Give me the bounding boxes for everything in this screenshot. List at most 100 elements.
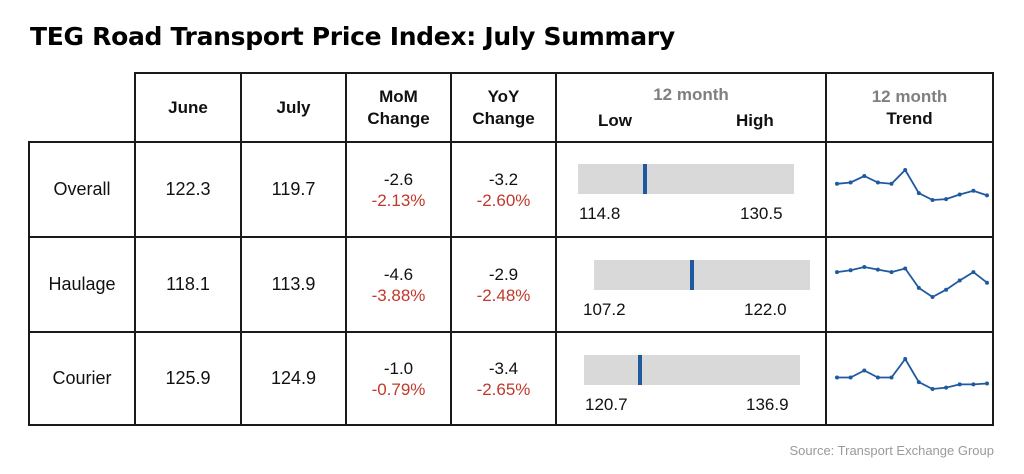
mom-pct: -0.79% xyxy=(371,379,426,399)
sparkline-point xyxy=(835,375,839,380)
sparkline-point xyxy=(875,180,880,185)
sparkline-point xyxy=(875,375,880,380)
sparkline-point xyxy=(957,382,962,387)
range-high-value: 130.5 xyxy=(740,204,783,223)
header-range-top: 12 month xyxy=(653,85,729,104)
range-low-value: 114.8 xyxy=(579,204,621,223)
divider xyxy=(992,72,994,426)
divider xyxy=(345,72,347,426)
sparkline-path xyxy=(837,357,988,390)
header-trend-bottom: Trend xyxy=(886,108,933,128)
header-mom-line1: MoM xyxy=(379,86,418,106)
sparkline-point xyxy=(862,265,867,269)
sparkline-point xyxy=(944,197,949,202)
mom-abs: -1.0 xyxy=(383,358,414,378)
june-value: 118.1 xyxy=(166,274,210,294)
header-mom-line2: Change xyxy=(367,108,430,128)
sparkline-point xyxy=(985,381,989,386)
july-value: 113.9 xyxy=(271,274,316,294)
divider xyxy=(825,72,827,426)
sparkline-point xyxy=(848,180,853,185)
row-label-courier: Courier xyxy=(52,368,112,388)
sparkline-point xyxy=(903,357,908,361)
sparkline-point xyxy=(957,192,962,197)
sparkline-point xyxy=(848,268,853,273)
range-marker xyxy=(638,355,642,385)
summary-table: June July MoM Change YoY Change 12 month… xyxy=(28,72,994,426)
sparkline-point xyxy=(889,375,894,380)
sparkline-point xyxy=(848,375,853,380)
yoy-pct: -2.65% xyxy=(476,379,531,399)
sparkline-point xyxy=(916,285,921,290)
yoy-abs: -3.2 xyxy=(488,169,519,189)
page-title: TEG Road Transport Price Index: July Sum… xyxy=(30,22,675,51)
sparkline-point xyxy=(903,168,908,172)
divider xyxy=(28,141,30,426)
sparkline-point xyxy=(930,295,935,299)
header-yoy: YoY Change xyxy=(452,74,555,141)
divider xyxy=(450,72,452,426)
range-marker xyxy=(689,260,694,290)
sparkline-point xyxy=(971,382,976,387)
sparkline-point xyxy=(971,188,976,193)
mom-pct: -3.88% xyxy=(371,285,426,305)
range-low-value: 107.2 xyxy=(583,300,626,319)
mom-abs: -4.6 xyxy=(383,264,414,284)
mom-change: -2.6 -2.13% xyxy=(347,143,450,236)
header-range-low: Low xyxy=(598,111,632,130)
divider xyxy=(134,72,136,426)
mom-change: -4.6 -3.88% xyxy=(347,238,450,331)
june-value: 122.3 xyxy=(165,179,211,199)
divider xyxy=(134,72,994,74)
june-value: 125.9 xyxy=(165,368,211,388)
sparkline-point xyxy=(916,380,921,385)
sparkline-point xyxy=(957,278,962,283)
header-yoy-line2: Change xyxy=(472,108,535,128)
mom-abs: -2.6 xyxy=(383,169,414,189)
range-bar xyxy=(594,260,810,290)
sparkline-point xyxy=(889,181,894,186)
mom-change: -1.0 -0.79% xyxy=(347,333,450,424)
sparkline-point xyxy=(862,174,867,178)
yoy-change: -2.9 -2.48% xyxy=(452,238,555,331)
sparkline-point xyxy=(889,270,894,275)
mom-pct: -2.13% xyxy=(371,190,426,210)
yoy-pct: -2.48% xyxy=(476,285,531,305)
header-june: June xyxy=(168,97,208,117)
sparkline-point xyxy=(944,385,949,390)
trend-sparkline xyxy=(835,357,989,391)
header-july: July xyxy=(276,97,311,117)
sparkline-point xyxy=(930,198,935,202)
trend-sparkline xyxy=(835,168,989,202)
sparkline-point xyxy=(971,270,976,275)
range-high-value: 136.9 xyxy=(746,395,789,414)
sparkline-path xyxy=(836,168,988,201)
yoy-change: -3.2 -2.60% xyxy=(452,143,555,236)
header-yoy-line1: YoY xyxy=(487,86,520,106)
divider xyxy=(28,236,994,238)
sparkline-point xyxy=(903,266,908,271)
divider xyxy=(28,424,994,426)
header-range: 12 month xyxy=(557,84,825,106)
sparkline-point xyxy=(835,270,839,275)
sparkline-path xyxy=(836,266,988,299)
sparkline-point xyxy=(985,280,989,285)
sparkline-point xyxy=(835,181,839,186)
sparkline-point xyxy=(985,193,989,198)
yoy-change: -3.4 -2.65% xyxy=(452,333,555,424)
yoy-abs: -2.9 xyxy=(488,264,519,284)
row-label-haulage: Haulage xyxy=(48,274,116,294)
range-high-value: 122.0 xyxy=(744,300,787,319)
range-low-value: 120.7 xyxy=(585,395,628,414)
sparkline-point xyxy=(930,387,935,391)
header-range-high: High xyxy=(736,111,774,130)
july-value: 119.7 xyxy=(271,179,316,199)
sparkline-point xyxy=(875,267,880,272)
header-trend: 12 month Trend xyxy=(827,74,992,141)
divider xyxy=(28,331,994,333)
row-label-overall: Overall xyxy=(53,179,111,199)
trend-sparkline xyxy=(835,265,989,299)
divider xyxy=(555,72,557,426)
range-marker xyxy=(643,164,648,194)
yoy-pct: -2.60% xyxy=(476,190,531,210)
